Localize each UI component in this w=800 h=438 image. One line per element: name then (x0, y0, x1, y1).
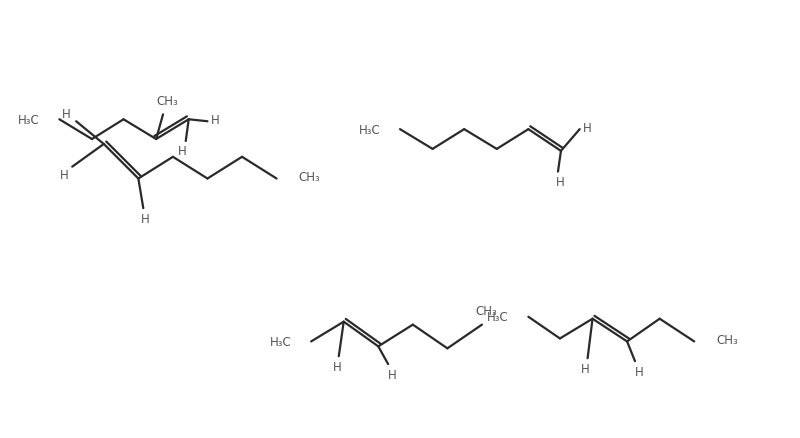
Text: H: H (634, 365, 643, 378)
Text: H: H (141, 212, 150, 225)
Text: CH₃: CH₃ (298, 171, 320, 184)
Text: H: H (582, 362, 590, 375)
Text: CH₃: CH₃ (156, 95, 178, 108)
Text: H: H (60, 169, 69, 182)
Text: H: H (211, 113, 220, 127)
Text: H: H (555, 176, 564, 188)
Text: H: H (583, 121, 592, 134)
Text: H: H (388, 367, 397, 381)
Text: CH₃: CH₃ (716, 333, 738, 346)
Text: H₃C: H₃C (358, 124, 380, 136)
Text: H₃C: H₃C (18, 113, 40, 127)
Text: H: H (62, 108, 70, 120)
Text: CH₃: CH₃ (475, 304, 497, 318)
Text: H: H (333, 360, 341, 373)
Text: H₃C: H₃C (270, 335, 291, 348)
Text: H: H (178, 145, 186, 158)
Text: H₃C: H₃C (487, 311, 509, 324)
